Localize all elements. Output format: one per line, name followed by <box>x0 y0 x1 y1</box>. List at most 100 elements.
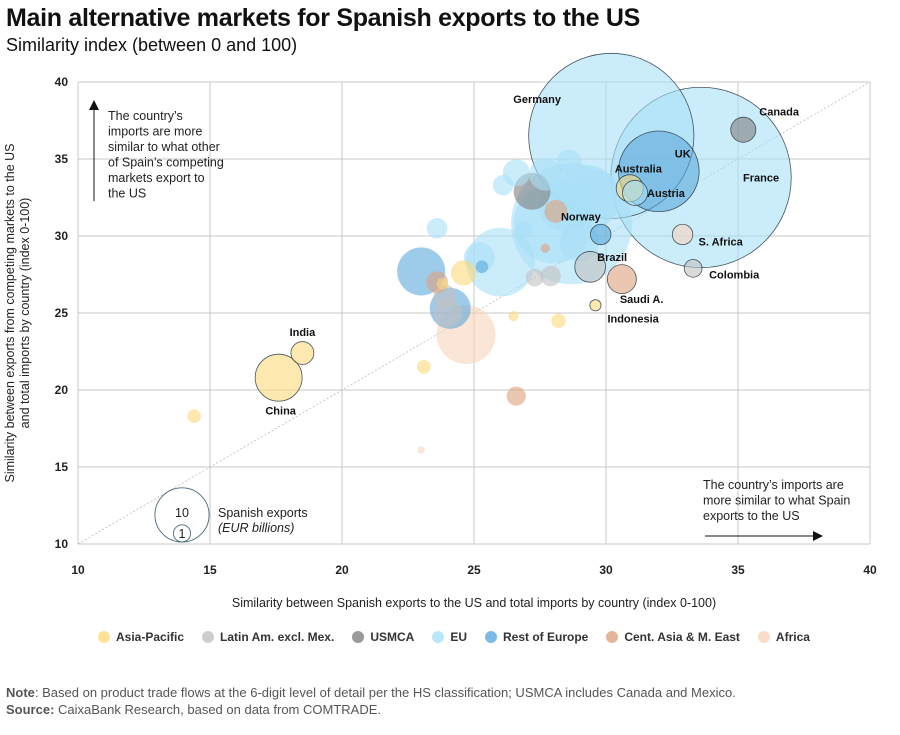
bubble-unlabeled <box>426 218 448 239</box>
bubble-label-australia: Australia <box>615 163 663 175</box>
legend-item: Africa <box>757 630 810 644</box>
legend-swatch <box>98 631 110 643</box>
bubble-unlabeled <box>515 220 534 239</box>
legend-item: Rest of Europe <box>484 630 589 644</box>
legend-label: EU <box>450 630 467 644</box>
legend-label: Latin Am. excl. Mex. <box>220 630 335 644</box>
y-tick-label: 35 <box>55 152 69 166</box>
legend-swatch <box>432 631 445 643</box>
size-legend: 10 1 Spanish exports(EUR billions) <box>154 487 308 543</box>
size-legend-circle-1 <box>172 524 192 543</box>
legend-swatch <box>757 631 770 643</box>
annotation-text-line: of Spain’s competing <box>108 156 224 170</box>
size-legend-label: Spanish exports <box>218 506 308 520</box>
bubble-label-china: China <box>265 406 296 418</box>
legend-label: Asia-Pacific <box>116 630 185 644</box>
bubble-unlabeled <box>540 243 550 253</box>
legend-label: USMCA <box>370 630 415 644</box>
footer: Note: Based on product trade flows at th… <box>6 684 736 718</box>
legend-item: Cent. Asia & M. East <box>606 630 740 644</box>
bubble-colombia <box>683 259 703 278</box>
bubble-unlabeled <box>529 158 562 191</box>
bubble-austria <box>622 179 648 206</box>
legend-item: Latin Am. excl. Mex. <box>202 630 334 644</box>
legend-swatch <box>606 631 619 643</box>
bubble-label-s-africa: S. Africa <box>699 236 744 248</box>
source-text: CaixaBank Research, based on data from C… <box>54 702 381 717</box>
bubble-label-germany: Germany <box>513 94 562 106</box>
bubbles <box>187 52 792 454</box>
legend-label: Africa <box>775 630 810 644</box>
bubble-china <box>254 353 303 402</box>
bubble-label-france: France <box>743 172 779 184</box>
legend-item: Asia-Pacific <box>98 630 184 644</box>
y-tick-label: 20 <box>55 383 69 397</box>
bubble-unlabeled <box>436 278 448 290</box>
legend-swatch <box>202 631 215 643</box>
chart-title: Main alternative markets for Spanish exp… <box>6 4 640 32</box>
bubble-unlabeled <box>556 149 582 175</box>
bubble-brazil <box>574 251 606 283</box>
chart-subtitle: Similarity index (between 0 and 100) <box>6 35 298 55</box>
note-text: : Based on product trade flows at the 6-… <box>34 685 736 700</box>
bubble-unlabeled <box>525 268 544 287</box>
bubble-unlabeled <box>492 174 514 196</box>
y-tick-label: 10 <box>55 537 69 551</box>
y-tick-label: 40 <box>55 75 69 89</box>
axis-ticks: 10 15 20 25 30 35 40 10 15 20 25 30 35 40 <box>55 75 877 577</box>
bubble-label-indonesia: Indonesia <box>607 313 659 325</box>
annotation-text-line: markets export to <box>108 171 205 185</box>
legend-item: EU <box>432 630 467 644</box>
bubble-unlabeled <box>551 313 566 328</box>
bubble-label-uk: UK <box>675 148 691 160</box>
x-tick-label: 40 <box>863 563 877 577</box>
annotation-text-line: similar to what other <box>108 140 220 154</box>
annotation-text-line: imports are more <box>108 125 203 139</box>
bubble-unlabeled <box>540 265 561 287</box>
bubble-label-saudi-a-: Saudi A. <box>620 294 664 306</box>
legend-item: USMCA <box>352 630 414 644</box>
note-label: Note <box>6 685 35 700</box>
x-tick-label: 10 <box>71 563 85 577</box>
bubble-unlabeled <box>450 260 476 286</box>
bubble-unlabeled <box>544 199 568 223</box>
y-tick-label: 30 <box>55 229 69 243</box>
annotation-text-line: The country’s <box>108 109 183 123</box>
note: Note: Based on product trade flows at th… <box>6 684 736 701</box>
legend-swatch <box>352 631 365 643</box>
bubble-label-brazil: Brazil <box>597 252 627 264</box>
bubble-label-norway: Norway <box>561 211 602 223</box>
bubble-s-africa <box>671 223 694 246</box>
legend: Asia-Pacific Latin Am. excl. Mex. USMCA EU R… <box>98 630 810 644</box>
up-arrow-icon <box>89 100 99 110</box>
annotation-text-line: more similar to what Spain <box>703 494 850 508</box>
annotation-text-line: the US <box>108 187 146 201</box>
bubble-indonesia <box>589 299 602 312</box>
source: Source: CaixaBank Research, based on dat… <box>6 701 736 718</box>
source-label: Source: <box>6 702 55 717</box>
x-tick-label: 15 <box>203 563 217 577</box>
annotation-text-line: exports to the US <box>703 509 800 523</box>
bubble-unlabeled <box>416 360 431 374</box>
x-tick-label: 25 <box>467 563 481 577</box>
size-legend-value-10: 10 <box>175 506 189 520</box>
bubble-labels: Germany France UK Canada Australia Austria Nor… <box>265 94 800 418</box>
legend-label: Rest of Europe <box>502 630 589 644</box>
bubble-label-canada: Canada <box>759 107 800 119</box>
bubble-unlabeled <box>417 446 425 454</box>
bubble-label-india: India <box>290 327 317 339</box>
size-legend-unit: (EUR billions) <box>218 521 294 535</box>
x-tick-label: 35 <box>731 563 745 577</box>
bubble-unlabeled <box>508 310 519 322</box>
bubble-india <box>290 341 315 365</box>
bubble-unlabeled <box>187 409 202 424</box>
size-legend-value-1: 1 <box>179 527 186 541</box>
x-tick-label: 20 <box>335 563 349 577</box>
x-axis-label: Similarity between Spanish exports to th… <box>232 596 716 610</box>
bubble-canada <box>730 116 757 143</box>
bubble-label-colombia: Colombia <box>709 269 760 281</box>
y-tick-label: 15 <box>55 460 69 474</box>
bubble-unlabeled <box>475 260 489 274</box>
y-axis-label: Similarity between exports from competin… <box>3 143 32 482</box>
